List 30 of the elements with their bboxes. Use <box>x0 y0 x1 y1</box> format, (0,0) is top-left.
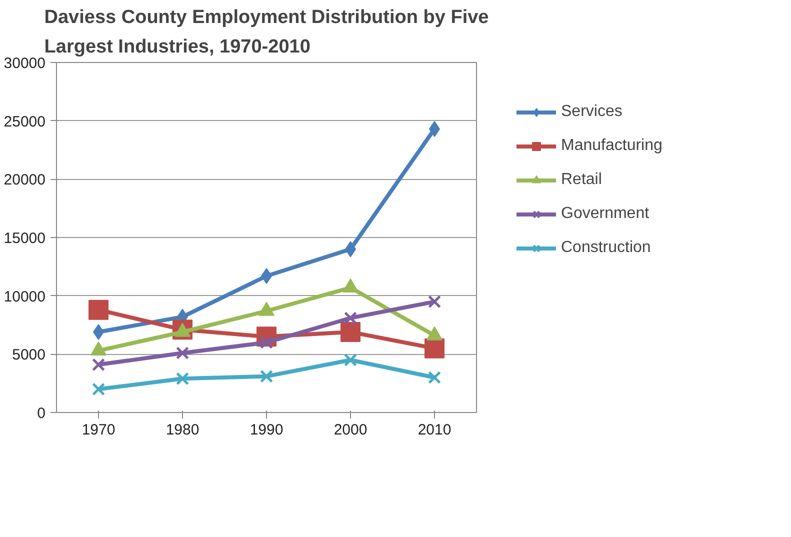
point <box>176 372 190 386</box>
y-tick-label: 30000 <box>4 55 46 72</box>
x-tick-label: 1980 <box>166 422 200 438</box>
x-tick-label: 1990 <box>250 422 284 438</box>
y-tick-label: 10000 <box>4 288 46 306</box>
y-tick-label: 20000 <box>4 172 46 189</box>
point <box>88 300 108 320</box>
legend-label: Retail <box>561 171 602 189</box>
point <box>428 295 442 308</box>
y-tick-label: 25000 <box>4 113 46 130</box>
point <box>260 370 274 383</box>
chart-title: Daviess County Employment Distribution by Five Largest Industries, 1970-2010 <box>44 7 489 58</box>
legend-label: Manufacturing <box>561 137 662 155</box>
point <box>424 338 444 358</box>
legend-label: Government <box>561 205 650 223</box>
point <box>176 346 190 360</box>
x-tick-label: 2010 <box>418 422 452 438</box>
point <box>428 370 442 384</box>
point <box>92 382 106 396</box>
point <box>344 311 358 325</box>
y-tick-label: 0 <box>37 405 46 422</box>
x-tick-label: 2000 <box>334 422 368 438</box>
point <box>344 353 358 367</box>
y-tick-label: 5000 <box>12 346 46 364</box>
point <box>340 322 360 342</box>
x-tick-label: 1970 <box>82 422 116 438</box>
point <box>92 358 106 372</box>
legend-label: Services <box>561 103 622 121</box>
y-tick-label: 15000 <box>4 230 46 247</box>
legend-label: Construction <box>561 239 651 257</box>
